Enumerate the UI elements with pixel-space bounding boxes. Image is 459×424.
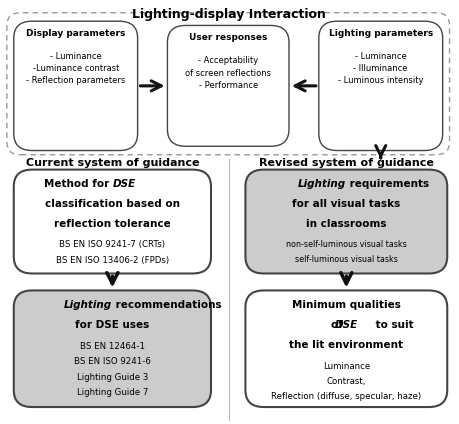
- Text: for DSE uses: for DSE uses: [75, 320, 150, 330]
- Text: DSE: DSE: [112, 179, 136, 189]
- Text: Lighting-display Interaction: Lighting-display Interaction: [132, 8, 326, 21]
- FancyBboxPatch shape: [14, 170, 211, 273]
- Text: BS EN 12464-1: BS EN 12464-1: [80, 342, 145, 351]
- Text: reflection tolerance: reflection tolerance: [54, 219, 171, 229]
- Text: the lit environment: the lit environment: [289, 340, 403, 350]
- Text: Lighting Guide 7: Lighting Guide 7: [77, 388, 148, 397]
- Text: requirements: requirements: [347, 179, 430, 189]
- Text: Lighting parameters: Lighting parameters: [329, 29, 433, 38]
- Text: classification based on: classification based on: [45, 199, 180, 209]
- FancyBboxPatch shape: [168, 25, 289, 146]
- Text: Luminance: Luminance: [323, 362, 370, 371]
- Text: Method for: Method for: [44, 179, 112, 189]
- Text: BS EN ISO 9241-7 (CRTs): BS EN ISO 9241-7 (CRTs): [59, 240, 165, 249]
- Text: Lighting: Lighting: [64, 300, 112, 310]
- Text: Reflection (diffuse, specular, haze): Reflection (diffuse, specular, haze): [271, 392, 421, 401]
- FancyBboxPatch shape: [246, 290, 447, 407]
- FancyBboxPatch shape: [246, 170, 447, 273]
- Text: Lighting Guide 3: Lighting Guide 3: [77, 373, 148, 382]
- Text: Contrast,: Contrast,: [327, 377, 366, 386]
- FancyBboxPatch shape: [7, 13, 449, 155]
- Text: non-self-luminous visual tasks: non-self-luminous visual tasks: [286, 240, 407, 249]
- Text: DSE: DSE: [335, 320, 358, 330]
- FancyBboxPatch shape: [14, 290, 211, 407]
- Text: Current system of guidance: Current system of guidance: [26, 158, 199, 168]
- Text: recommendations: recommendations: [112, 300, 222, 310]
- Text: for all visual tasks: for all visual tasks: [292, 199, 400, 209]
- Text: self-luminous visual tasks: self-luminous visual tasks: [295, 255, 398, 264]
- Text: - Acceptability
of screen reflections
- Performance: - Acceptability of screen reflections - …: [185, 56, 271, 90]
- Text: - Luminance
- Illuminance
- Luminous intensity: - Luminance - Illuminance - Luminous int…: [338, 52, 424, 86]
- Text: Minimum qualities: Minimum qualities: [292, 300, 401, 310]
- Text: BS EN ISO 13406-2 (FPDs): BS EN ISO 13406-2 (FPDs): [56, 256, 169, 265]
- Text: BS EN ISO 9241-6: BS EN ISO 9241-6: [74, 357, 151, 366]
- Text: User responses: User responses: [189, 33, 268, 42]
- Text: Lighting: Lighting: [298, 179, 347, 189]
- FancyBboxPatch shape: [319, 21, 442, 151]
- Text: in classrooms: in classrooms: [306, 219, 386, 229]
- Text: Revised system of guidance: Revised system of guidance: [259, 158, 434, 168]
- Text: to suit: to suit: [371, 320, 413, 330]
- Text: - Luminance
-Luminance contrast
- Reflection parameters: - Luminance -Luminance contrast - Reflec…: [26, 52, 125, 86]
- FancyBboxPatch shape: [14, 21, 138, 151]
- Text: of: of: [331, 320, 347, 330]
- Text: Display parameters: Display parameters: [26, 29, 125, 38]
